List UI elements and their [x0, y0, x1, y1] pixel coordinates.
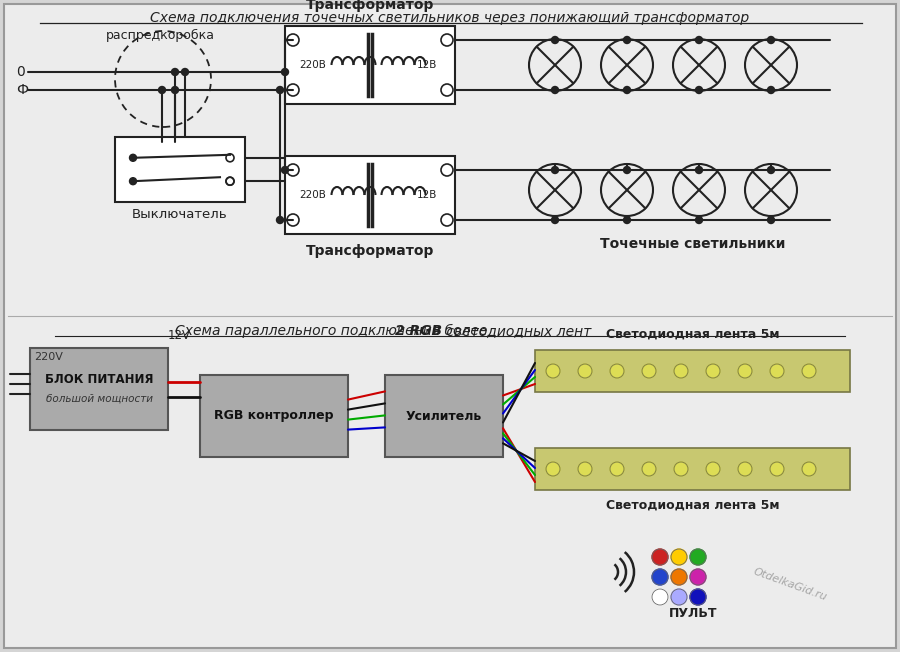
Circle shape — [768, 87, 775, 93]
Text: 0: 0 — [16, 65, 25, 79]
Text: большой мощности: большой мощности — [46, 394, 152, 404]
Bar — [200, 375, 348, 457]
Text: 220В: 220В — [300, 60, 327, 70]
Text: светодиодных лент: светодиодных лент — [442, 324, 591, 338]
Circle shape — [706, 462, 720, 476]
Text: Светодиодная лента 5м: Светодиодная лента 5м — [606, 328, 779, 341]
Text: RGB контроллер: RGB контроллер — [214, 409, 334, 422]
Circle shape — [546, 364, 560, 378]
Circle shape — [578, 364, 592, 378]
Text: Трансформатор: Трансформатор — [306, 244, 434, 258]
Text: распредкоробка: распредкоробка — [105, 29, 214, 42]
Circle shape — [696, 87, 703, 93]
Text: Светодиодная лента 5м: Светодиодная лента 5м — [606, 499, 779, 512]
Circle shape — [624, 37, 631, 44]
Circle shape — [768, 216, 775, 224]
Text: 220V: 220V — [34, 352, 63, 362]
Circle shape — [696, 37, 703, 44]
Circle shape — [642, 364, 656, 378]
Bar — [285, 26, 455, 104]
Text: Усилитель: Усилитель — [406, 409, 482, 422]
Circle shape — [552, 37, 559, 44]
Circle shape — [802, 364, 816, 378]
Circle shape — [690, 569, 706, 585]
Text: 12V: 12V — [168, 329, 191, 342]
Text: 220В: 220В — [300, 190, 327, 200]
Circle shape — [282, 166, 289, 173]
Circle shape — [642, 462, 656, 476]
Text: БЛОК ПИТАНИЯ: БЛОК ПИТАНИЯ — [45, 373, 153, 386]
Circle shape — [158, 87, 166, 93]
Circle shape — [690, 589, 706, 605]
Circle shape — [674, 364, 688, 378]
Circle shape — [172, 68, 178, 76]
Circle shape — [624, 166, 631, 173]
Bar — [535, 448, 850, 490]
Bar — [385, 375, 503, 457]
Circle shape — [690, 549, 706, 565]
Bar — [285, 156, 455, 234]
Circle shape — [624, 216, 631, 224]
Circle shape — [624, 87, 631, 93]
Circle shape — [770, 364, 784, 378]
Text: Трансформатор: Трансформатор — [306, 0, 434, 12]
Text: Выключатель: Выключатель — [132, 208, 228, 221]
Circle shape — [802, 462, 816, 476]
Circle shape — [696, 216, 703, 224]
Circle shape — [738, 364, 752, 378]
Text: Ф: Ф — [16, 83, 28, 97]
Text: 12В: 12В — [417, 60, 437, 70]
Circle shape — [182, 68, 188, 76]
Circle shape — [610, 462, 624, 476]
Circle shape — [130, 155, 137, 161]
Circle shape — [610, 364, 624, 378]
Circle shape — [671, 589, 687, 605]
Circle shape — [552, 166, 559, 173]
Circle shape — [652, 569, 668, 585]
Circle shape — [552, 216, 559, 224]
Circle shape — [276, 87, 284, 93]
Circle shape — [172, 87, 178, 93]
Text: OtdelkaGid.ru: OtdelkaGid.ru — [752, 566, 828, 602]
Text: Точечные светильники: Точечные светильники — [600, 237, 786, 251]
Circle shape — [578, 462, 592, 476]
Circle shape — [671, 569, 687, 585]
Text: Схема параллельного подключения более: Схема параллельного подключения более — [175, 324, 491, 338]
Circle shape — [652, 549, 668, 565]
Circle shape — [671, 549, 687, 565]
Bar — [30, 348, 168, 430]
Circle shape — [768, 166, 775, 173]
Circle shape — [770, 462, 784, 476]
Text: 2 RGB: 2 RGB — [395, 324, 442, 338]
Circle shape — [546, 462, 560, 476]
Bar — [535, 350, 850, 392]
Circle shape — [276, 216, 284, 224]
Circle shape — [552, 87, 559, 93]
Circle shape — [696, 166, 703, 173]
Circle shape — [738, 462, 752, 476]
Circle shape — [130, 178, 137, 185]
Circle shape — [674, 462, 688, 476]
Circle shape — [652, 589, 668, 605]
Circle shape — [282, 68, 289, 76]
Circle shape — [706, 364, 720, 378]
Text: 12В: 12В — [417, 190, 437, 200]
Text: Схема подключения точечных светильников через понижающий трансформатор: Схема подключения точечных светильников … — [150, 11, 750, 25]
Bar — [115, 137, 245, 202]
Circle shape — [768, 37, 775, 44]
Text: ПУЛЬТ: ПУЛЬТ — [669, 607, 717, 620]
